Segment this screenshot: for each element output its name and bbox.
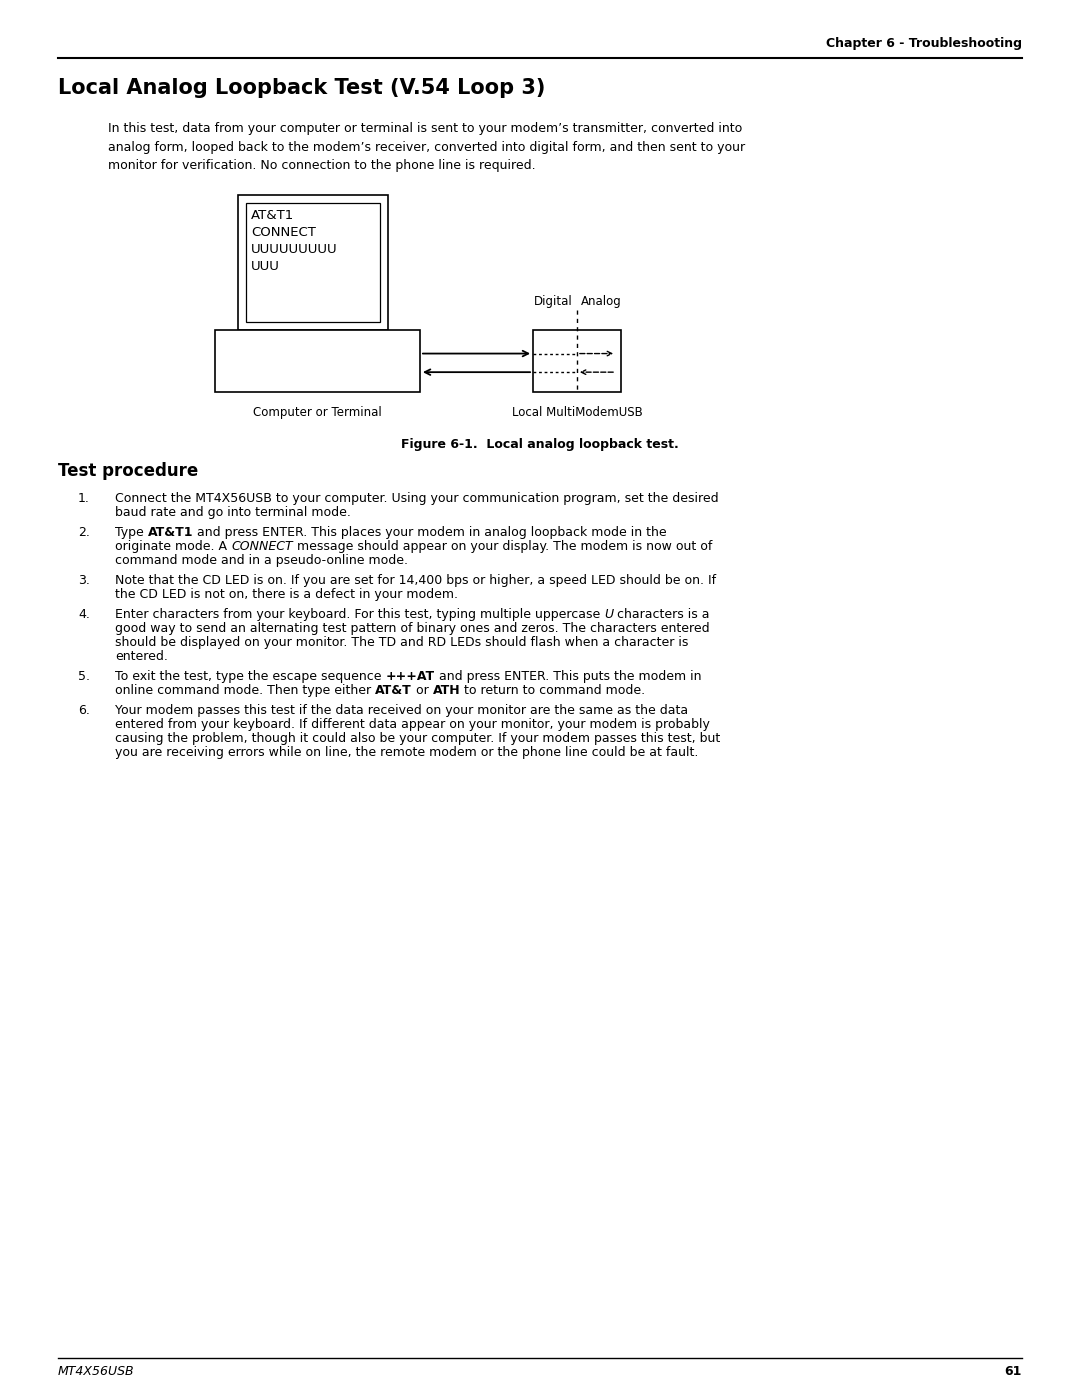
Text: characters is a: characters is a <box>613 608 710 622</box>
Bar <box>238 196 388 330</box>
Text: ATH: ATH <box>433 685 460 697</box>
Text: U: U <box>604 608 613 622</box>
Text: Test procedure: Test procedure <box>58 462 199 481</box>
Text: Note that the CD LED is on. If you are set for 14,400 bps or higher, a speed LED: Note that the CD LED is on. If you are s… <box>114 574 716 587</box>
Text: baud rate and go into terminal mode.: baud rate and go into terminal mode. <box>114 506 351 520</box>
Text: originate mode. A: originate mode. A <box>114 541 231 553</box>
Text: you are receiving errors while on line, the remote modem or the phone line could: you are receiving errors while on line, … <box>114 746 699 759</box>
Text: 4.: 4. <box>78 608 90 622</box>
Text: 3.: 3. <box>78 574 90 587</box>
Text: and press ENTER. This puts the modem in: and press ENTER. This puts the modem in <box>434 671 701 683</box>
Text: Chapter 6 - Troubleshooting: Chapter 6 - Troubleshooting <box>826 36 1022 50</box>
Text: Local Analog Loopback Test (V.54 Loop 3): Local Analog Loopback Test (V.54 Loop 3) <box>58 78 545 98</box>
Text: CONNECT: CONNECT <box>231 541 293 553</box>
Text: 61: 61 <box>1004 1365 1022 1377</box>
Text: Figure 6-1.  Local analog loopback test.: Figure 6-1. Local analog loopback test. <box>401 439 679 451</box>
Text: entered from your keyboard. If different data appear on your monitor, your modem: entered from your keyboard. If different… <box>114 718 710 731</box>
Text: 2.: 2. <box>78 527 90 539</box>
Text: Computer or Terminal: Computer or Terminal <box>253 407 382 419</box>
Text: the CD LED is not on, there is a defect in your modem.: the CD LED is not on, there is a defect … <box>114 588 458 601</box>
Text: Enter characters from your keyboard. For this test, typing multiple uppercase: Enter characters from your keyboard. For… <box>114 608 604 622</box>
Text: Digital: Digital <box>535 295 573 307</box>
Text: AT&T: AT&T <box>375 685 411 697</box>
Bar <box>246 203 380 321</box>
Text: should be displayed on your monitor. The TD and RD LEDs should flash when a char: should be displayed on your monitor. The… <box>114 636 688 650</box>
Text: causing the problem, though it could also be your computer. If your modem passes: causing the problem, though it could als… <box>114 732 720 745</box>
Text: +++AT: +++AT <box>386 671 434 683</box>
Text: Analog: Analog <box>581 295 622 307</box>
Bar <box>534 330 621 393</box>
Text: Local MultiModemUSB: Local MultiModemUSB <box>512 407 643 419</box>
Text: Type: Type <box>114 527 148 539</box>
Text: entered.: entered. <box>114 650 167 664</box>
Text: 5.: 5. <box>78 671 90 683</box>
Bar <box>215 330 420 393</box>
Text: MT4X56USB: MT4X56USB <box>58 1365 135 1377</box>
Text: To exit the test, type the escape sequence: To exit the test, type the escape sequen… <box>114 671 386 683</box>
Text: AT&T1
CONNECT
UUUUUUUUU
UUU: AT&T1 CONNECT UUUUUUUUU UUU <box>251 210 338 272</box>
Text: message should appear on your display. The modem is now out of: message should appear on your display. T… <box>293 541 712 553</box>
Text: Connect the MT4X56USB to your computer. Using your communication program, set th: Connect the MT4X56USB to your computer. … <box>114 492 718 504</box>
Text: command mode and in a pseudo-online mode.: command mode and in a pseudo-online mode… <box>114 555 408 567</box>
Text: good way to send an alternating test pattern of binary ones and zeros. The chara: good way to send an alternating test pat… <box>114 622 710 636</box>
Text: Your modem passes this test if the data received on your monitor are the same as: Your modem passes this test if the data … <box>114 704 688 717</box>
Text: 1.: 1. <box>78 492 90 504</box>
Text: to return to command mode.: to return to command mode. <box>460 685 646 697</box>
Text: AT&T1: AT&T1 <box>148 527 193 539</box>
Text: 6.: 6. <box>78 704 90 717</box>
Text: or: or <box>411 685 433 697</box>
Text: In this test, data from your computer or terminal is sent to your modem’s transm: In this test, data from your computer or… <box>108 122 745 172</box>
Text: and press ENTER. This places your modem in analog loopback mode in the: and press ENTER. This places your modem … <box>193 527 666 539</box>
Text: online command mode. Then type either: online command mode. Then type either <box>114 685 375 697</box>
